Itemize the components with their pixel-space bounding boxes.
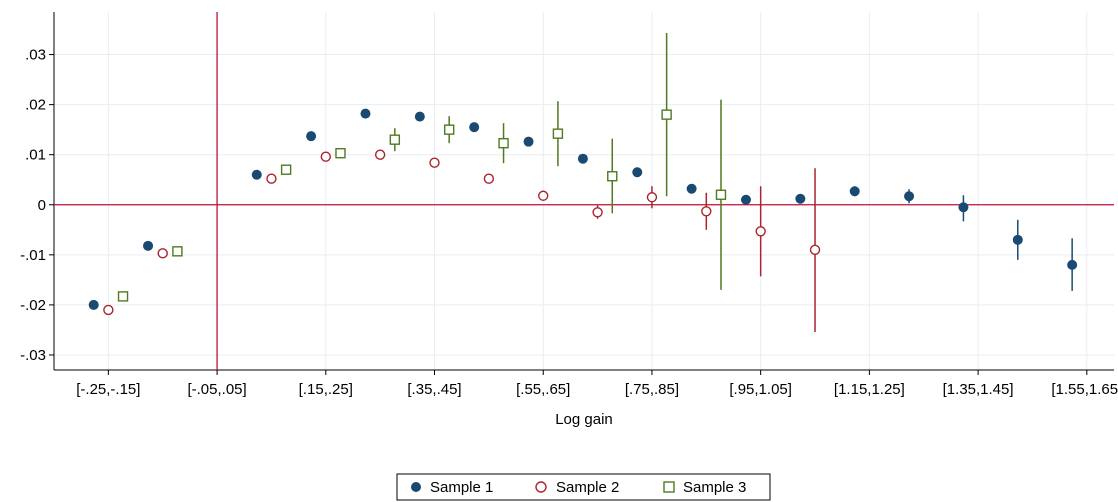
point-sample-1 — [904, 191, 915, 202]
y-tick-label: .03 — [25, 47, 46, 64]
y-tick-label: -.03 — [20, 347, 46, 364]
point-sample-1 — [686, 183, 697, 194]
point-sample-1 — [251, 169, 262, 180]
x-tick-label: [1.35,1.45] — [943, 381, 1014, 398]
point-sample-1 — [632, 167, 643, 178]
x-tick-label: [-.25,-.15] — [76, 381, 140, 398]
point-sample-2 — [538, 190, 549, 201]
point-sample-2 — [483, 173, 495, 184]
x-axis-title: Log gain — [555, 411, 613, 428]
point-sample-3 — [443, 124, 455, 135]
tick-labels: -.03 -.02 -.01 0 .01 .02 .03 [-.25,-.15] [-.05,.… — [20, 47, 1118, 398]
point-sample-2 — [320, 151, 331, 162]
x-tick-label: [.75,.85] — [625, 381, 679, 398]
x-tick-label: [.95,1.05] — [729, 381, 792, 398]
point-sample-2 — [157, 248, 168, 259]
legend-label-sample-1: Sample 1 — [430, 479, 493, 496]
point-sample-1 — [523, 136, 534, 147]
y-tick-label: -.01 — [20, 247, 46, 264]
data-points — [88, 108, 1078, 316]
point-sample-3 — [172, 246, 183, 257]
point-sample-3 — [389, 134, 401, 145]
point-sample-1 — [1067, 259, 1078, 270]
point-sample-1 — [958, 202, 969, 213]
legend-label-sample-2: Sample 2 — [556, 479, 619, 496]
point-sample-1 — [849, 186, 860, 197]
legend-marker-sample-2 — [535, 481, 547, 493]
point-sample-2 — [646, 192, 658, 203]
point-sample-1 — [577, 153, 588, 164]
point-sample-3 — [661, 109, 672, 120]
point-sample-1 — [740, 194, 751, 205]
point-sample-2 — [592, 207, 603, 218]
point-sample-2 — [809, 244, 821, 256]
y-tick-label: .01 — [25, 147, 46, 164]
point-sample-1 — [88, 299, 99, 310]
legend-label-sample-3: Sample 3 — [683, 479, 746, 496]
point-sample-2 — [374, 149, 386, 160]
point-sample-2 — [103, 304, 114, 316]
point-sample-3 — [335, 147, 346, 159]
point-sample-2 — [266, 173, 277, 184]
y-tick-label: -.02 — [20, 297, 46, 314]
point-sample-2 — [429, 157, 440, 168]
point-sample-2 — [701, 206, 712, 217]
point-sample-1 — [143, 240, 154, 251]
point-sample-1 — [1012, 234, 1023, 245]
axes-layer — [49, 12, 1114, 375]
point-sample-3 — [117, 291, 129, 302]
x-tick-label: [-.05,.05] — [187, 381, 246, 398]
reference-lines — [54, 12, 1114, 370]
point-sample-1 — [469, 122, 480, 133]
point-sample-3 — [552, 128, 564, 139]
x-tick-label: [.55,.65] — [516, 381, 570, 398]
point-sample-3 — [607, 171, 618, 182]
point-sample-1 — [360, 108, 371, 119]
point-sample-1 — [795, 193, 806, 204]
legend-box — [396, 473, 771, 501]
x-tick-label: [1.55,1.65] — [1051, 381, 1118, 398]
point-sample-2 — [755, 226, 766, 237]
point-sample-3 — [498, 137, 509, 149]
y-tick-label: 0 — [38, 197, 46, 214]
point-sample-1 — [414, 111, 425, 122]
legend: Sample 1 Sample 2 Sample 3 — [396, 473, 771, 501]
x-tick-label: [.35,.45] — [407, 381, 461, 398]
x-tick-label: [.15,.25] — [299, 381, 353, 398]
x-tick-label: [1.15,1.25] — [834, 381, 905, 398]
legend-marker-sample-3 — [663, 481, 675, 493]
point-sample-1 — [306, 131, 317, 142]
y-tick-label: .02 — [25, 97, 46, 114]
legend-marker-sample-1 — [411, 482, 421, 492]
point-sample-3 — [715, 189, 727, 200]
point-sample-3 — [280, 164, 292, 175]
